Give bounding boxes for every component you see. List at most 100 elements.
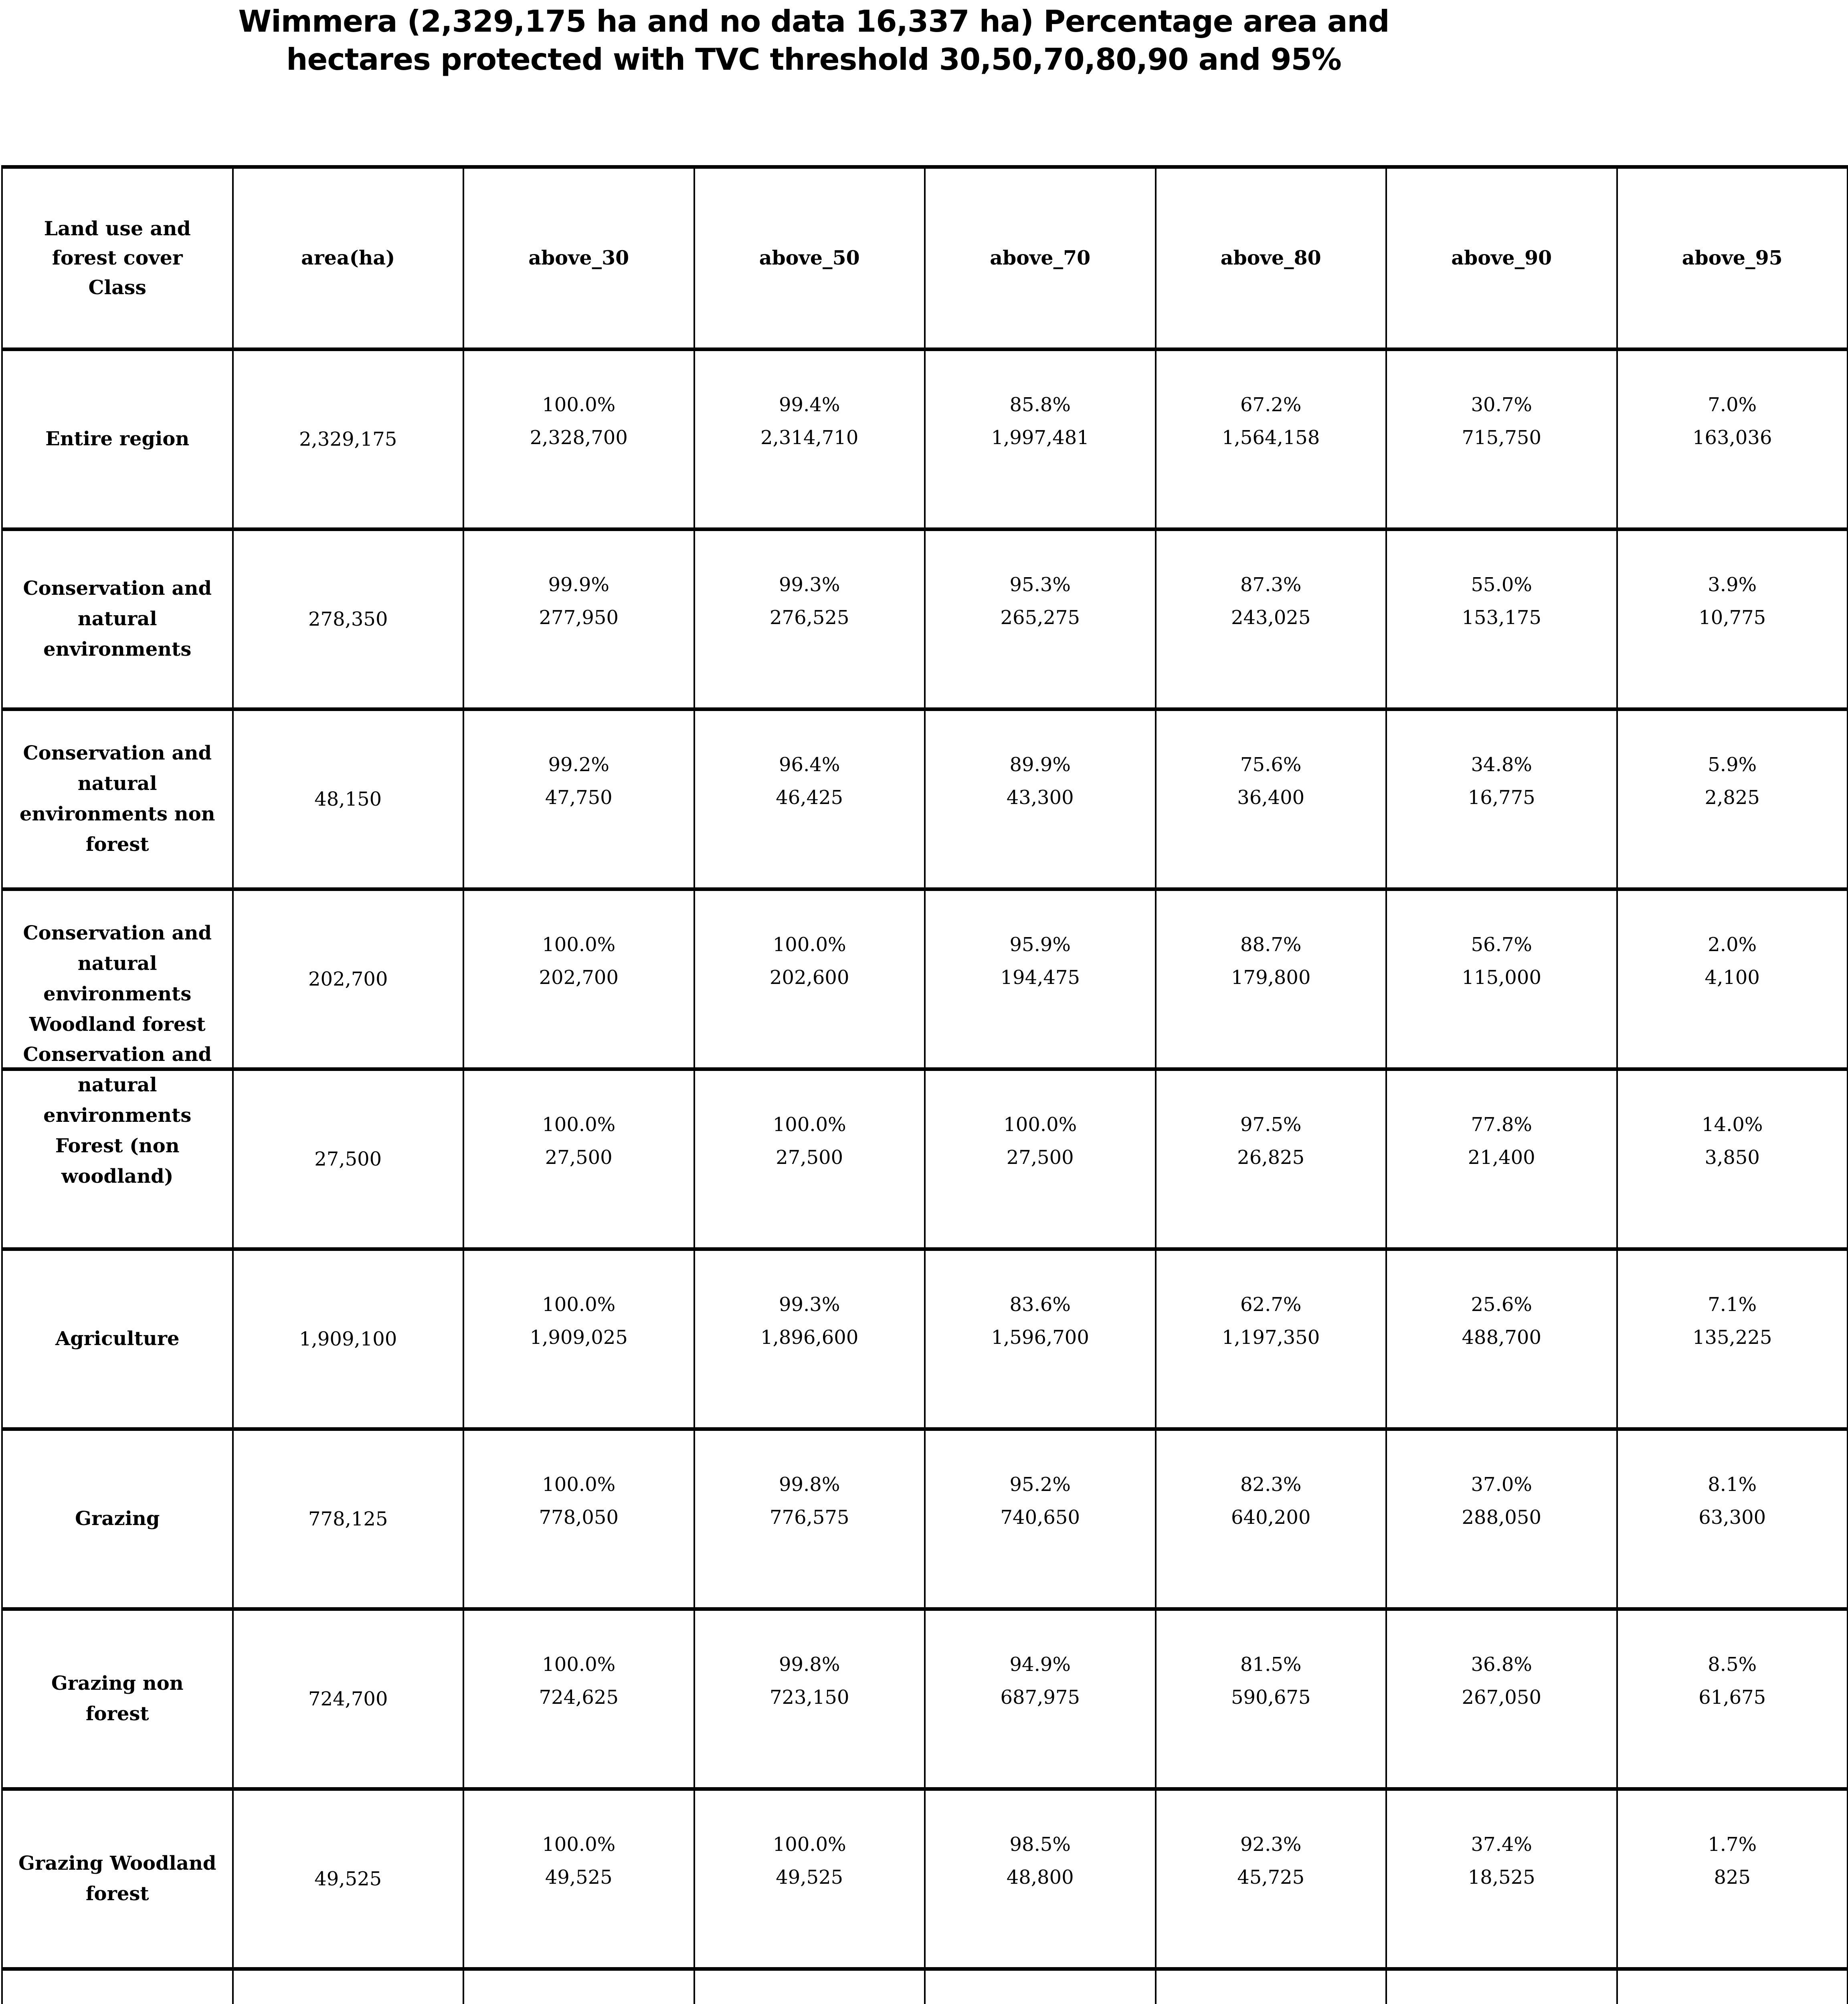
percent-value: 87.3% [1240, 574, 1302, 596]
col-header-above-80: above_80 [1154, 165, 1387, 351]
percent-value: 2.0% [1708, 933, 1757, 956]
cell-stack: 100.0% 2,328,700 [464, 394, 694, 449]
cell-stack: 96.4% 46,425 [695, 754, 924, 809]
percent-value: 100.0% [542, 1113, 616, 1136]
hectares-value: 163,036 [1692, 426, 1772, 449]
hectares-value: 1,564,158 [1222, 426, 1320, 449]
threshold-cell-above_70: 83.6% 1,596,700 [924, 1247, 1157, 1431]
threshold-cell-above_95: 3.9% 10,775 [1616, 527, 1848, 711]
threshold-cell-above_30: 100.0% 27,500 [463, 1067, 695, 1251]
page-title: Wimmera (2,329,175 ha and no data 16,337… [0, 2, 1628, 78]
percent-value: 95.2% [1009, 1473, 1071, 1496]
threshold-cell-above_90: 30.7% 715,750 [1385, 347, 1618, 531]
percent-value: 96.4% [779, 754, 840, 776]
hectares-value: 16,775 [1468, 786, 1535, 809]
threshold-cell-above_70: 95.3% 265,275 [924, 527, 1157, 711]
percent-value: 83.6% [1009, 1293, 1071, 1316]
row-label-cell: Grazing Woodland forest [1, 1787, 234, 1971]
percent-value: 8.1% [1708, 1473, 1757, 1496]
threshold-cell-above_50: 99.4% 2,314,710 [693, 347, 926, 531]
row-label-cell: Conservation and natural environments Wo… [1, 887, 234, 1071]
percent-value: 97.5% [1240, 1113, 1302, 1136]
area-cell: 278,350 [232, 527, 464, 711]
area-value: 2,329,175 [299, 428, 397, 450]
percent-value: 100.0% [542, 1473, 616, 1496]
row-label: Entire region [45, 428, 190, 450]
percent-value: 75.6% [1240, 754, 1302, 776]
hectares-value: 3,850 [1704, 1146, 1760, 1169]
cell-stack: 7.1% 135,225 [1618, 1293, 1847, 1349]
percent-value: 100.0% [542, 933, 616, 956]
hectares-value: 26,825 [1237, 1146, 1305, 1169]
hectares-value: 48,800 [1006, 1866, 1074, 1889]
threshold-cell-above_80: 67.2% 1,564,158 [1154, 347, 1387, 531]
cell-stack: 34.8% 16,775 [1387, 754, 1616, 809]
hectares-value: 276,525 [770, 606, 849, 629]
area-cell: 1,909,100 [232, 1247, 464, 1431]
col-header-label: area(ha) [301, 246, 395, 270]
hectares-value: 2,825 [1704, 786, 1760, 809]
percent-value: 89.9% [1009, 754, 1071, 776]
table-row: Grazing non forest 724,700 100.0% 724,625 99… [1, 1607, 1848, 1791]
cell-stack: 100.0% 202,700 [464, 933, 694, 989]
row-label: Agriculture [55, 1327, 180, 1350]
col-header-above-50: above_50 [693, 165, 926, 351]
cell-stack: 99.9% 277,950 [464, 574, 694, 629]
threshold-cell-above_30: 100.0% 202,700 [463, 887, 695, 1071]
threshold-cell-above_80: 75.6% 36,400 [1154, 707, 1387, 891]
threshold-cell-above_80: 62.7% 1,197,350 [1154, 1247, 1387, 1431]
area-value: 202,700 [308, 968, 388, 990]
cell-stack: 95.2% 740,650 [926, 1473, 1155, 1529]
hectares-value: 590,675 [1231, 1686, 1311, 1709]
table-row: Conservation and natural environments Wo… [1, 887, 1848, 1071]
percent-value: 100.0% [772, 1113, 846, 1136]
cell-stack: 92.3% 45,725 [1157, 1833, 1386, 1889]
cell-stack: 81.5% 590,675 [1157, 1653, 1386, 1709]
threshold-cell-above_50: 99.3% 1,896,600 [693, 1247, 926, 1431]
page-title-line1: Wimmera (2,329,175 ha and no data 16,337… [238, 4, 1389, 39]
hectares-value: 135,225 [1692, 1326, 1772, 1349]
row-label: Grazing non forest [51, 1672, 184, 1725]
row-label: Conservation and natural environments Wo… [23, 922, 212, 1036]
hectares-value: 61,675 [1698, 1686, 1766, 1709]
hectares-value: 194,475 [1000, 966, 1080, 989]
hectares-value: 687,975 [1000, 1686, 1080, 1709]
threshold-cell-above_50: 99.8% 723,150 [693, 1607, 926, 1791]
percent-value: 5.9% [1708, 754, 1757, 776]
cell-stack: 97.5% 26,825 [1157, 1113, 1386, 1169]
cell-stack: 25.6% 488,700 [1387, 1293, 1616, 1349]
table-row: Conservation and natural environments 278… [1, 527, 1848, 711]
hectares-value: 179,800 [1231, 966, 1311, 989]
percent-value: 77.8% [1471, 1113, 1532, 1136]
threshold-cell-above_95: 1.7% 825 [1616, 1787, 1848, 1971]
row-label-cell: Grazing [1, 1427, 234, 1611]
threshold-cell-above_80: 87.3% 243,025 [1154, 527, 1387, 711]
percent-value: 56.7% [1471, 933, 1532, 956]
threshold-cell-above_70: 95.2% 740,650 [924, 1427, 1157, 1611]
hectares-value: 1,997,481 [991, 426, 1089, 449]
col-header-label: above_80 [1220, 246, 1321, 270]
percent-value: 98.5% [1009, 1833, 1071, 1856]
hectares-value: 715,750 [1462, 426, 1542, 449]
threshold-cell-above_70: 85.8% 1,997,481 [924, 347, 1157, 531]
hectares-value: 265,275 [1000, 606, 1080, 629]
hectares-value: 776,575 [770, 1506, 849, 1529]
cell-stack: 99.3% 1,896,600 [695, 1293, 924, 1349]
percent-value: 100.0% [542, 394, 616, 416]
cell-stack: 1.7% 825 [1618, 1833, 1847, 1889]
hectares-value: 43,300 [1006, 786, 1074, 809]
cell-stack: 99.8% 776,575 [695, 1473, 924, 1529]
cell-stack: 2.0% 4,100 [1618, 933, 1847, 989]
threshold-cell-above_30: 99.9% 277,950 [463, 527, 695, 711]
table-row: Grazing 778,125 100.0% 778,050 99.8% 776,575 9… [1, 1427, 1848, 1611]
threshold-cell-above_80: 92.3% 45,725 [1154, 1787, 1387, 1971]
cell-stack: 99.3% 276,525 [695, 574, 924, 629]
threshold-cell-above_90: 37.0% 288,050 [1385, 1427, 1618, 1611]
col-header-label: above_30 [528, 246, 629, 270]
percent-value: 25.6% [1471, 1293, 1532, 1316]
threshold-cell-above_95: 5.9% 2,825 [1616, 707, 1848, 891]
land-use-table: Land use and forest cover Class area(ha) a… [1, 165, 1848, 2004]
hectares-value: 2,328,700 [530, 426, 628, 449]
area-cell: 48,150 [232, 707, 464, 891]
cell-stack: 94.9% 687,975 [926, 1653, 1155, 1709]
